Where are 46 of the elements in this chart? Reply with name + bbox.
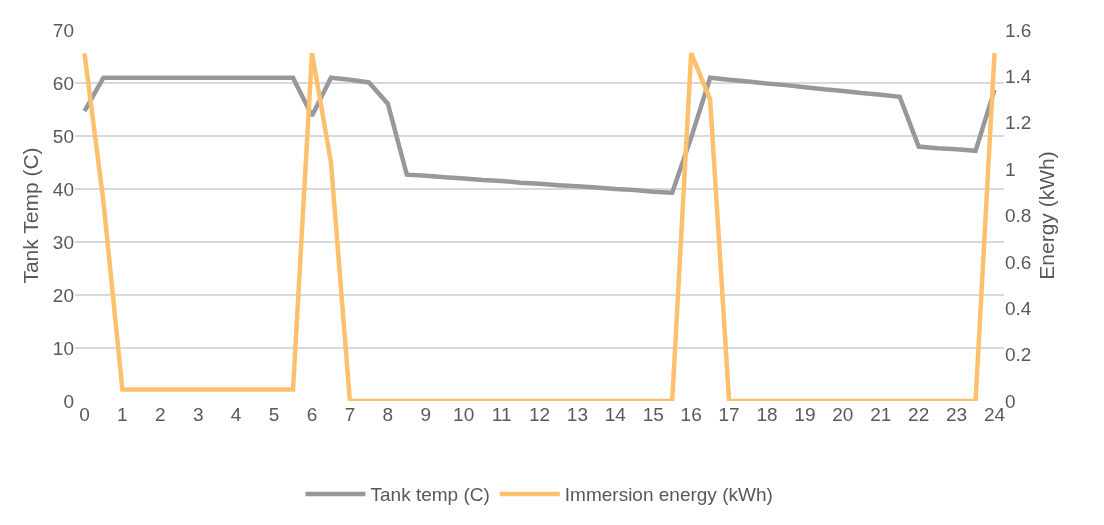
x-tick-label: 17 <box>718 404 740 425</box>
x-tick-label: 10 <box>453 404 475 425</box>
y-tick-label: 70 <box>52 19 74 41</box>
y-tick-label: 10 <box>52 337 74 359</box>
y-tick-label: 20 <box>52 284 74 306</box>
y-tick-label: 40 <box>52 178 74 200</box>
x-tick-label: 9 <box>420 404 432 425</box>
y-tick-label: 60 <box>52 72 74 94</box>
x-tick-label: 8 <box>382 404 394 425</box>
line-series <box>82 50 997 401</box>
x-tick-label: 19 <box>794 404 816 425</box>
y2-tick-label: 0.6 <box>1005 251 1032 273</box>
y2-tick-label: 1.2 <box>1005 112 1032 134</box>
x-tick-label: 7 <box>344 404 356 425</box>
legend-label: Tank temp (C) <box>370 484 490 506</box>
x-tick-label: 20 <box>832 404 854 425</box>
x-tick-label: 12 <box>528 404 551 425</box>
x-tick-label: 2 <box>155 404 166 425</box>
x-tick-label: 13 <box>566 404 588 425</box>
x-tick-label: 0 <box>79 404 90 425</box>
x-tick-label: 14 <box>604 404 627 425</box>
x-tick-label: 6 <box>306 404 318 425</box>
x-tick-label: 16 <box>680 404 702 425</box>
x-tick-label: 5 <box>268 404 280 425</box>
y2-axis-title: Energy (kWh) <box>1035 151 1059 280</box>
x-tick-label: 23 <box>946 404 968 425</box>
y2-tick-label: 0.8 <box>1005 205 1032 227</box>
line-series <box>82 75 997 195</box>
x-tick-label: 1 <box>117 404 128 425</box>
x-tick-label: 18 <box>756 404 778 425</box>
y2-tick-label: 0.2 <box>1005 344 1032 366</box>
y2-tick-label: 1.4 <box>1005 66 1032 88</box>
y-tick-label: 30 <box>52 231 74 253</box>
y-axis-title: Tank Temp (C) <box>19 147 43 284</box>
x-tick-label: 24 <box>983 404 1006 425</box>
y2-tick-label: 1.6 <box>1005 19 1032 41</box>
y2-tick-label: 0.4 <box>1005 297 1032 319</box>
x-tick-label: 15 <box>642 404 664 425</box>
x-tick-label: 21 <box>870 404 892 425</box>
y2-tick-label: 1 <box>1005 158 1016 180</box>
legend-label: Immersion energy (kWh) <box>564 484 773 506</box>
y-tick-label: 50 <box>52 125 74 147</box>
x-tick-label: 3 <box>192 404 204 425</box>
x-tick-label: 22 <box>908 404 930 425</box>
x-tick-label: 11 <box>491 404 512 425</box>
x-tick-label: 4 <box>230 404 242 425</box>
